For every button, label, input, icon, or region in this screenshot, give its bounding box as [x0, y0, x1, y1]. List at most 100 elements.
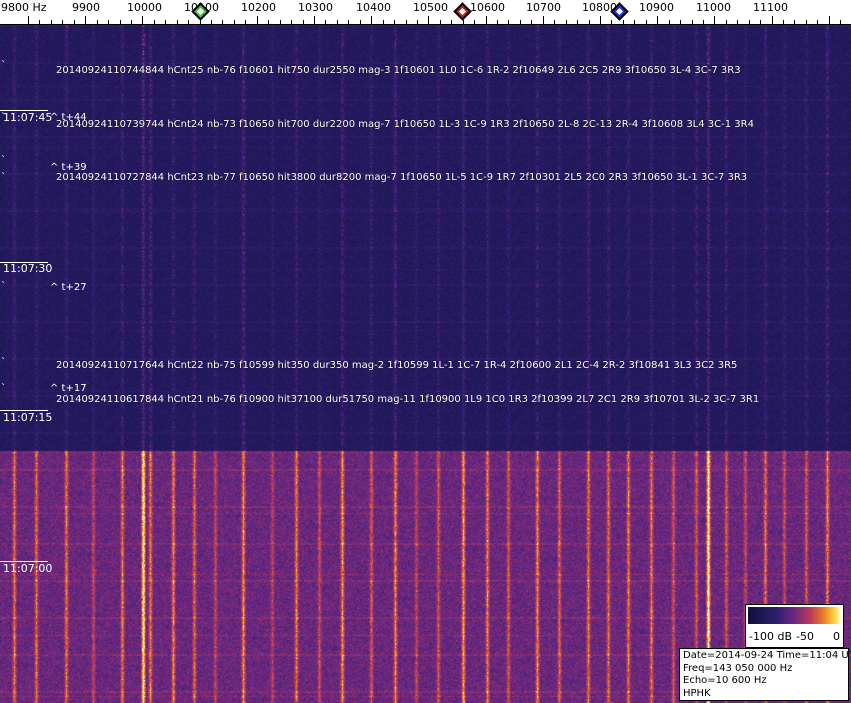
ruler-major-tick — [428, 16, 430, 24]
ruler-minor-tick — [39, 20, 41, 24]
time-offset-label: ^ t+44 — [50, 112, 87, 123]
time-rule — [0, 262, 48, 263]
time-rule — [0, 410, 48, 411]
time-offset-label: ^ t+39 — [50, 162, 87, 173]
ruler-major-tick — [371, 16, 373, 24]
ruler-major-tick — [485, 16, 487, 24]
ruler-minor-tick — [405, 20, 407, 24]
freq-tick-label: 9900 — [72, 1, 100, 14]
freq-tick-label: 10200 — [241, 1, 276, 14]
time-label: 11:07:45 — [3, 111, 53, 124]
ruler-major-tick — [28, 16, 29, 24]
ruler-minor-tick — [439, 20, 441, 24]
ruler-minor-tick — [348, 20, 350, 24]
ruler-minor-tick — [268, 20, 270, 24]
ruler-major-tick — [828, 16, 830, 24]
ruler-minor-tick — [794, 20, 796, 24]
ruler-minor-tick — [668, 20, 670, 24]
ruler-minor-tick — [531, 20, 533, 24]
ruler-minor-tick — [691, 20, 693, 24]
freq-tick-label: 10600 — [470, 1, 505, 14]
ruler-minor-tick — [748, 20, 750, 24]
detection-line: 20140924110727844 hCnt23 nb-77 f10650 hi… — [56, 172, 748, 183]
ruler-minor-tick — [302, 20, 304, 24]
ruler-minor-tick — [508, 20, 510, 24]
ruler-minor-tick — [611, 20, 613, 24]
freq-tick-label: 10500 — [413, 1, 448, 14]
ruler-major-tick — [771, 16, 773, 24]
freq-tick-label: 10900 — [639, 1, 674, 14]
ruler-minor-tick — [96, 20, 98, 24]
ruler-minor-tick — [474, 20, 476, 24]
ruler-minor-tick — [645, 20, 647, 24]
time-label: 11:07:00 — [3, 562, 53, 575]
edge-tick: ` — [1, 172, 6, 183]
info-frequency: Freq=143 050 000 Hz — [683, 662, 793, 674]
time-label: 11:07:30 — [3, 262, 53, 275]
time-label: 11:07:15 — [3, 411, 53, 424]
ruler-minor-tick — [130, 20, 132, 24]
edge-tick: ` — [1, 281, 6, 292]
spectrogram-waterfall — [0, 25, 851, 703]
ruler-minor-tick — [73, 20, 75, 24]
freq-tick-label: 10400 — [356, 1, 391, 14]
frequency-ruler: 9800 Hz 9900 10000 10100 10200 10300 104… — [0, 0, 851, 25]
ruler-minor-tick — [359, 20, 361, 24]
ruler-minor-tick — [382, 20, 384, 24]
ruler-minor-tick — [188, 20, 190, 24]
legend-min-label: -100 dB — [749, 630, 792, 643]
detection-line: 20140924110739744 hCnt24 nb-73 f10650 hi… — [56, 119, 754, 130]
ruler-minor-tick — [211, 20, 213, 24]
freq-tick-label: 10700 — [526, 1, 561, 14]
color-scale-bar — [748, 607, 841, 624]
freq-tick-label: 9800 Hz — [1, 1, 47, 14]
time-offset-label: ^ t+27 — [50, 282, 87, 293]
ruler-minor-tick — [737, 20, 739, 24]
ruler-major-tick — [600, 16, 601, 24]
info-station: HPHK — [683, 687, 711, 699]
ruler-minor-tick — [336, 20, 338, 24]
ruler-major-tick — [714, 16, 716, 24]
ruler-minor-tick — [451, 20, 453, 24]
ruler-major-tick — [657, 16, 659, 24]
ruler-minor-tick — [176, 20, 178, 24]
legend-mid-label: -50 — [796, 630, 814, 643]
info-echo: Echo=10 600 Hz — [683, 675, 767, 686]
ruler-minor-tick — [725, 20, 727, 24]
ruler-minor-tick — [62, 20, 64, 24]
detection-line: 20140924110717644 hCnt22 nb-75 f10599 hi… — [56, 360, 738, 371]
ruler-minor-tick — [577, 20, 579, 24]
ruler-major-tick — [314, 16, 315, 24]
edge-tick: ` — [1, 112, 6, 123]
time-offset-label: ^ t+17 — [50, 383, 87, 394]
ruler-minor-tick — [233, 20, 235, 24]
edge-tick: ` — [1, 383, 6, 394]
detection-line: 20140924110744844 hCnt25 nb-76 f10601 hi… — [56, 65, 741, 76]
time-rule — [0, 110, 48, 111]
ruler-minor-tick — [119, 20, 121, 24]
ruler-minor-tick — [519, 20, 521, 24]
ruler-minor-tick — [291, 20, 293, 24]
ruler-minor-tick — [817, 20, 819, 24]
ruler-minor-tick — [622, 20, 624, 24]
ruler-major-tick — [542, 16, 544, 24]
ruler-minor-tick — [462, 20, 464, 24]
freq-tick-label: 11100 — [753, 1, 788, 14]
ruler-minor-tick — [554, 20, 556, 24]
legend-max-label: 0 — [833, 630, 840, 643]
ruler-minor-tick — [165, 20, 167, 24]
ruler-minor-tick — [565, 20, 567, 24]
ruler-minor-tick — [840, 20, 842, 24]
time-rule — [0, 561, 48, 562]
edge-tick: ` — [1, 60, 6, 71]
freq-tick-label: 10000 — [127, 1, 162, 14]
ruler-minor-tick — [805, 20, 807, 24]
ruler-major-tick — [142, 16, 144, 24]
ruler-minor-tick — [279, 20, 281, 24]
ruler-minor-tick — [702, 20, 704, 24]
ruler-major-tick — [256, 16, 258, 24]
edge-tick: ` — [1, 155, 6, 166]
marker-red-diamond[interactable] — [453, 2, 472, 21]
edge-tick: ` — [1, 357, 6, 368]
ruler-minor-tick — [50, 20, 52, 24]
